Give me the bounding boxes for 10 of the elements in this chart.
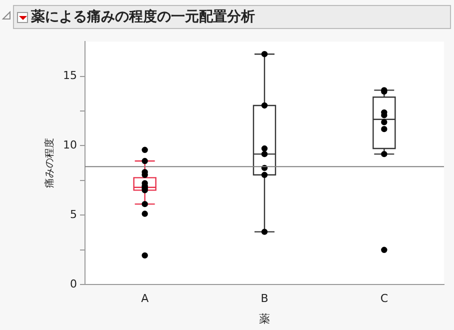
chart-title: 薬による痛みの程度の一元配置分析 <box>31 8 255 26</box>
y-tick-label: 5 <box>70 208 77 222</box>
x-tick-label: C <box>380 292 388 306</box>
y-axis-title: 痛みの程度 <box>44 138 56 188</box>
y-tick-label: 15 <box>62 69 77 82</box>
x-tick-label: A <box>141 292 150 306</box>
x-axis-title: 薬 <box>259 312 270 326</box>
y-tick-label: 0 <box>70 277 77 290</box>
y-tick-label: 10 <box>62 138 77 152</box>
x-tick-label: B <box>260 292 268 306</box>
